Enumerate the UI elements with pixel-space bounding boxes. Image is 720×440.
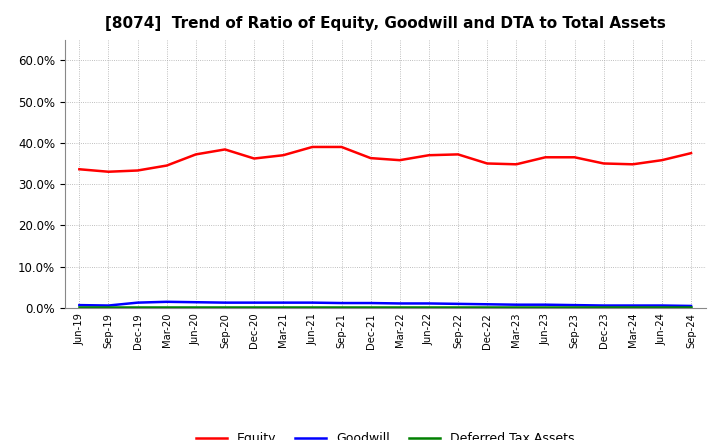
Deferred Tax Assets — [454, 304, 462, 309]
Equity — [279, 153, 287, 158]
Deferred Tax Assets — [570, 304, 579, 309]
Deferred Tax Assets — [541, 304, 550, 309]
Goodwill — [657, 303, 666, 308]
Equity — [425, 153, 433, 158]
Goodwill — [75, 302, 84, 308]
Goodwill — [454, 301, 462, 307]
Deferred Tax Assets — [133, 304, 142, 309]
Goodwill — [512, 302, 521, 307]
Goodwill — [250, 300, 258, 305]
Equity — [657, 158, 666, 163]
Line: Goodwill: Goodwill — [79, 302, 691, 306]
Equity — [570, 154, 579, 160]
Equity — [308, 144, 317, 150]
Equity — [75, 167, 84, 172]
Equity — [454, 152, 462, 157]
Equity — [220, 147, 229, 152]
Equity — [483, 161, 492, 166]
Goodwill — [629, 303, 637, 308]
Deferred Tax Assets — [192, 304, 200, 309]
Goodwill — [279, 300, 287, 305]
Equity — [250, 156, 258, 161]
Equity — [163, 163, 171, 168]
Goodwill — [687, 303, 696, 308]
Equity — [192, 152, 200, 157]
Goodwill — [395, 301, 404, 306]
Deferred Tax Assets — [629, 304, 637, 309]
Goodwill — [133, 300, 142, 305]
Equity — [395, 158, 404, 163]
Deferred Tax Assets — [512, 304, 521, 309]
Deferred Tax Assets — [220, 304, 229, 309]
Deferred Tax Assets — [687, 304, 696, 309]
Goodwill — [104, 303, 113, 308]
Goodwill — [337, 301, 346, 306]
Equity — [599, 161, 608, 166]
Deferred Tax Assets — [163, 304, 171, 309]
Deferred Tax Assets — [395, 304, 404, 309]
Goodwill — [541, 302, 550, 307]
Goodwill — [599, 303, 608, 308]
Equity — [629, 161, 637, 167]
Goodwill — [483, 302, 492, 307]
Deferred Tax Assets — [75, 304, 84, 309]
Deferred Tax Assets — [425, 304, 433, 309]
Goodwill — [192, 300, 200, 305]
Goodwill — [425, 301, 433, 306]
Equity — [104, 169, 113, 174]
Goodwill — [570, 302, 579, 308]
Equity — [687, 150, 696, 156]
Goodwill — [308, 300, 317, 305]
Goodwill — [220, 300, 229, 305]
Equity — [133, 168, 142, 173]
Legend: Equity, Goodwill, Deferred Tax Assets: Equity, Goodwill, Deferred Tax Assets — [191, 427, 580, 440]
Goodwill — [366, 301, 375, 306]
Deferred Tax Assets — [483, 304, 492, 309]
Deferred Tax Assets — [366, 304, 375, 309]
Deferred Tax Assets — [308, 304, 317, 309]
Deferred Tax Assets — [337, 304, 346, 309]
Equity — [541, 154, 550, 160]
Deferred Tax Assets — [657, 304, 666, 309]
Equity — [337, 144, 346, 150]
Deferred Tax Assets — [279, 304, 287, 309]
Line: Equity: Equity — [79, 147, 691, 172]
Title: [8074]  Trend of Ratio of Equity, Goodwill and DTA to Total Assets: [8074] Trend of Ratio of Equity, Goodwil… — [105, 16, 665, 32]
Equity — [366, 155, 375, 161]
Deferred Tax Assets — [104, 304, 113, 309]
Deferred Tax Assets — [599, 304, 608, 309]
Deferred Tax Assets — [250, 304, 258, 309]
Goodwill — [163, 299, 171, 304]
Equity — [512, 161, 521, 167]
